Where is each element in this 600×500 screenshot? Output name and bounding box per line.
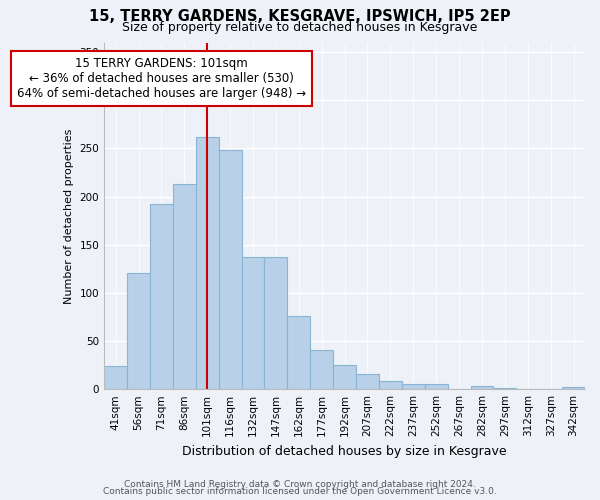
Text: 15, TERRY GARDENS, KESGRAVE, IPSWICH, IP5 2EP: 15, TERRY GARDENS, KESGRAVE, IPSWICH, IP…	[89, 9, 511, 24]
Text: 15 TERRY GARDENS: 101sqm
← 36% of detached houses are smaller (530)
64% of semi-: 15 TERRY GARDENS: 101sqm ← 36% of detach…	[17, 57, 306, 100]
Text: Contains HM Land Registry data © Crown copyright and database right 2024.: Contains HM Land Registry data © Crown c…	[124, 480, 476, 489]
Bar	[493, 388, 517, 389]
Text: Contains public sector information licensed under the Open Government Licence v3: Contains public sector information licen…	[103, 488, 497, 496]
Bar	[127, 272, 150, 389]
Bar	[333, 365, 356, 389]
Y-axis label: Number of detached properties: Number of detached properties	[64, 128, 74, 304]
Bar	[104, 366, 127, 389]
Bar	[242, 257, 265, 389]
Bar	[265, 257, 287, 389]
Bar	[562, 388, 585, 389]
Bar	[150, 204, 173, 389]
Bar	[218, 150, 242, 389]
X-axis label: Distribution of detached houses by size in Kesgrave: Distribution of detached houses by size …	[182, 444, 507, 458]
Bar	[379, 380, 402, 389]
Bar	[173, 184, 196, 389]
Bar	[196, 137, 218, 389]
Text: Size of property relative to detached houses in Kesgrave: Size of property relative to detached ho…	[122, 21, 478, 34]
Bar	[425, 384, 448, 389]
Bar	[470, 386, 493, 389]
Bar	[402, 384, 425, 389]
Bar	[356, 374, 379, 389]
Bar	[310, 350, 333, 389]
Bar	[287, 316, 310, 389]
